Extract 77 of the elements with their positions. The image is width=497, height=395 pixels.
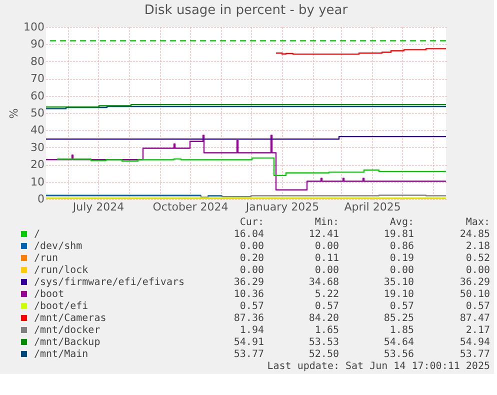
y-tick-label: 20	[30, 158, 44, 172]
text: 0.57	[466, 301, 490, 312]
text: 1.94	[240, 325, 264, 336]
legend-label: /boot	[34, 289, 64, 300]
legend-label: /boot/efi	[34, 301, 88, 312]
text: Max:	[466, 217, 490, 228]
text: 50.10	[460, 289, 490, 300]
legend-label: /mnt/Main	[34, 349, 88, 360]
text: 0.57	[314, 301, 339, 312]
text: 10.36	[234, 289, 264, 300]
text: 0.86	[390, 241, 414, 252]
text: 16.04	[234, 229, 264, 240]
text: 24.85	[460, 229, 490, 240]
legend-label: /dev/shm	[34, 241, 82, 252]
text: 52.50	[308, 349, 339, 360]
legend-label: /mnt/Cameras	[34, 313, 106, 324]
text: 0.00	[314, 241, 339, 252]
text: 5.22	[314, 289, 339, 300]
text: 1.65	[314, 325, 339, 336]
text: Last update: Sat Jun 14 17:00:11 2025	[267, 361, 490, 372]
y-tick-label: 0	[38, 192, 44, 206]
x-tick-label: January 2025	[244, 200, 320, 214]
text: 0.20	[240, 253, 264, 264]
text: 0.00	[390, 265, 414, 276]
text: 0.57	[240, 301, 264, 312]
text: 0.11	[314, 253, 339, 264]
text: 1.85	[390, 325, 414, 336]
text: 54.94	[460, 337, 490, 348]
text: 36.29	[234, 277, 264, 288]
x-tick-label: July 2024	[72, 200, 124, 214]
text: 53.56	[384, 349, 414, 360]
y-tick-label: 100	[24, 20, 44, 34]
legend-label: /sys/firmware/efi/efivars	[34, 277, 185, 288]
text: 19.10	[384, 289, 414, 300]
y-axis-title: %	[8, 108, 21, 119]
text: 54.91	[234, 337, 264, 348]
text: Avg:	[390, 217, 414, 228]
y-tick-label: 10	[30, 175, 44, 188]
text: 54.64	[384, 337, 414, 348]
text: 84.20	[308, 313, 339, 324]
y-tick-label: 40	[30, 124, 44, 137]
legend-label: /mnt/docker	[34, 325, 100, 336]
text: 53.77	[234, 349, 264, 360]
x-tick-label: April 2025	[344, 200, 401, 214]
legend-label: /mnt/Backup	[34, 337, 100, 348]
text: 2.17	[466, 325, 490, 336]
text: 12.41	[308, 229, 339, 240]
text: 0.52	[466, 253, 490, 264]
text: 87.36	[234, 313, 264, 324]
text: 0.00	[466, 265, 490, 276]
text: 0.57	[390, 301, 414, 312]
text: Min:	[314, 217, 339, 228]
legend-label: /	[34, 229, 40, 240]
y-tick-label: 80	[30, 54, 44, 68]
text: 0.00	[240, 241, 264, 252]
y-tick-label: 50	[30, 106, 44, 120]
y-tick-label: 30	[30, 140, 44, 154]
text: 34.68	[308, 277, 339, 288]
x-tick-label: October 2024	[152, 200, 228, 214]
chart-title: Disk usage in percent - by year	[144, 3, 348, 18]
y-tick-label: 70	[30, 72, 44, 86]
text: 35.10	[384, 277, 414, 288]
text: 87.47	[460, 313, 490, 324]
legend-label: /run/lock	[34, 265, 88, 276]
text: 2.18	[466, 241, 490, 252]
text: Cur:	[240, 217, 264, 228]
text: 0.19	[390, 253, 414, 264]
legend-label: /run	[34, 253, 58, 264]
text: 53.53	[308, 337, 339, 348]
text: 0.00	[240, 265, 264, 276]
y-tick-label: 90	[30, 38, 44, 51]
text: 53.77	[460, 349, 490, 360]
text: 85.25	[384, 313, 414, 324]
text: 0.00	[314, 265, 339, 276]
y-tick-label: 60	[30, 89, 44, 102]
text: 19.81	[384, 229, 414, 240]
text: 36.29	[460, 277, 490, 288]
